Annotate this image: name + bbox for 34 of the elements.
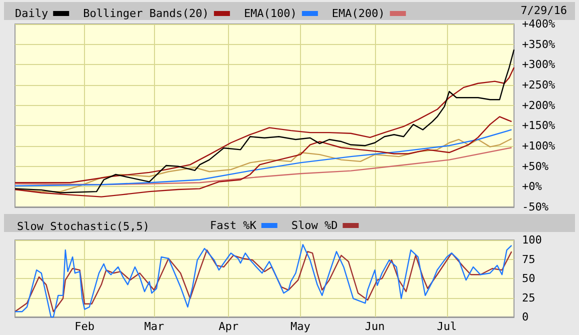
y-tick-label: +0% (522, 180, 542, 194)
legend-label: EMA(100) (244, 7, 297, 20)
line-series (14, 147, 512, 186)
chart-title: Slow Stochastic(5,5) (17, 220, 150, 233)
y-tick-label: -50% (522, 200, 549, 214)
y-tick-label: +150% (522, 119, 556, 132)
line-series (14, 66, 515, 184)
y-tick-label: +200% (522, 98, 556, 112)
line-series (14, 129, 512, 186)
text: 7/29/16 (520, 4, 567, 17)
legend-label: Bollinger Bands(20) (83, 7, 209, 20)
x-tick-label: Feb (74, 320, 95, 333)
legend-label: Fast %K (210, 219, 257, 232)
y-tick-label: +50% (522, 160, 549, 173)
y-tick-label: +400% (522, 18, 556, 30)
y-tick-label: 75 (522, 252, 536, 266)
x-tick-label: Mar (144, 320, 164, 333)
x-tick-label: Jul (436, 320, 457, 333)
line-series (14, 49, 515, 194)
x-tick-label: Jun (364, 320, 385, 333)
y-tick-label: +300% (522, 58, 556, 72)
y-tick-label: 100 (522, 234, 542, 246)
line-series (14, 116, 512, 198)
y-tick-label: 0 (522, 310, 529, 324)
legend-label: Daily (14, 7, 48, 20)
legend-label: Slow %D (291, 219, 338, 232)
y-tick-label: +250% (522, 78, 556, 92)
y-tick-label: +100% (522, 140, 556, 152)
y-tick-label: 25 (522, 291, 536, 304)
y-tick-label: +350% (522, 38, 556, 51)
legend-label: EMA(200) (332, 7, 385, 20)
x-tick-label: May (290, 320, 311, 333)
y-tick-label: 50 (522, 272, 536, 285)
x-tick-label: Apr (218, 320, 239, 333)
